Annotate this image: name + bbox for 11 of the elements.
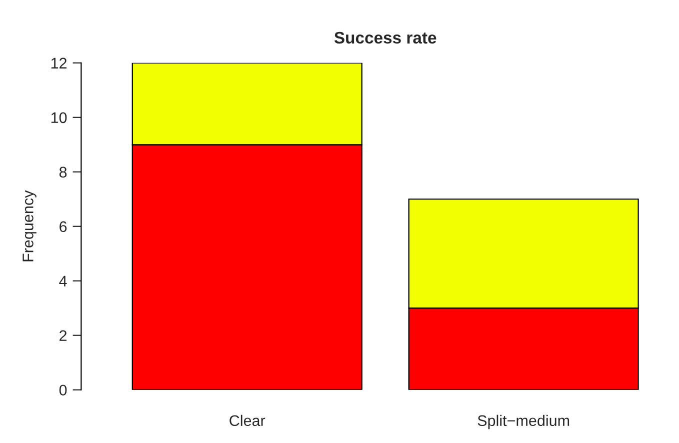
y-tick-label: 8 xyxy=(59,166,67,178)
y-tick-label: 2 xyxy=(60,330,67,341)
y-axis-title: Frequency xyxy=(22,190,36,262)
y-tick-label: 12 xyxy=(51,58,67,68)
y-tick-label: 0 xyxy=(59,384,67,396)
chart-title: Success rate xyxy=(334,32,436,44)
y-tick-label: 4 xyxy=(59,276,67,286)
y-tick-label: 10 xyxy=(51,112,67,124)
x-tick-label: Clear xyxy=(230,414,266,426)
x-tick-label: Split−medium xyxy=(478,414,570,430)
y-tick-label: 6 xyxy=(60,221,67,232)
